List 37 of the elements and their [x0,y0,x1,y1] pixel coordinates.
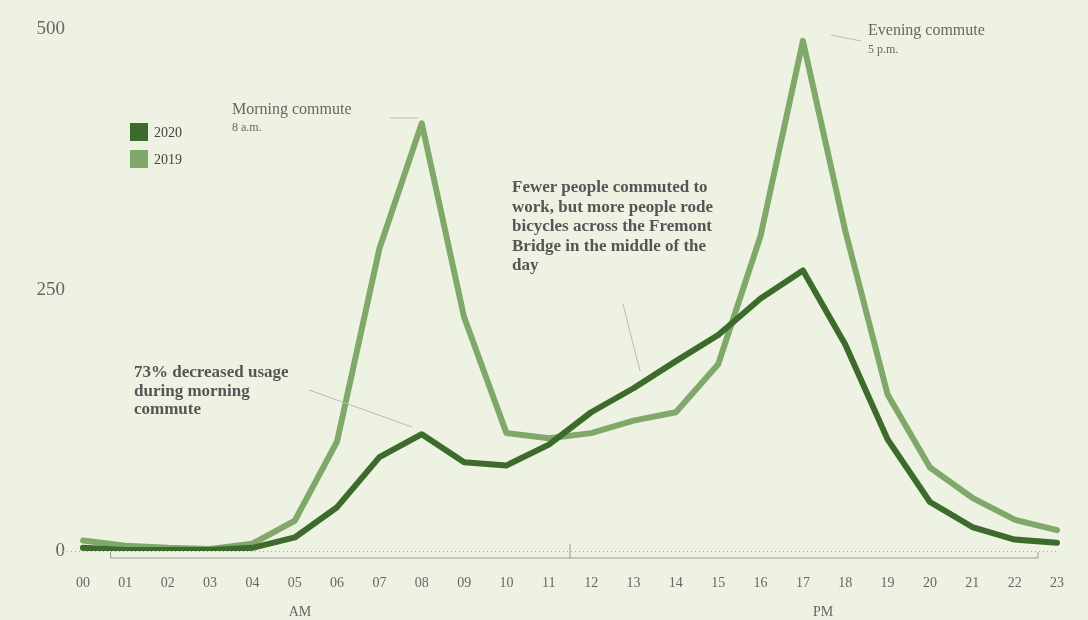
x-tick-label: 09 [457,575,472,591]
x-tick-label: 18 [838,575,853,591]
x-tick-label: 17 [795,575,810,591]
x-tick-label: 22 [1007,575,1022,591]
annotation: Fewer people commuted to work, but more people rode bicycles across the Fremont Bridge in the middle of the day [512,177,714,275]
y-tick-label: 0 [55,538,65,560]
x-tick-label: 11 [542,575,556,591]
x-tick-label: 01 [118,575,133,591]
text: AM [288,603,312,619]
x-tick-label: 10 [499,575,514,591]
x-tick-label: 16 [753,575,768,591]
legend-label: 2019 [154,151,182,167]
x-tick-label: 08 [414,575,429,591]
annotation: 8 a.m. [232,120,262,135]
x-tick-label: 05 [287,575,302,591]
x-tick-label: 00 [76,575,90,591]
y-tick-label: 500 [36,17,65,39]
text: PM [812,603,834,619]
x-tick-label: 02 [160,575,175,591]
x-tick-label: 19 [880,575,895,591]
legend-label: 2020 [154,124,182,140]
x-tick-label: 12 [584,575,599,591]
x-tick-label: 21 [965,575,980,591]
x-tick-label: 15 [711,575,726,591]
x-tick-label: 13 [626,575,641,591]
x-tick-label: 04 [245,575,260,591]
x-tick-label: 23 [1050,575,1064,591]
y-tick-label: 250 [36,278,65,300]
annotation: Evening commute [868,21,985,40]
annotation: 5 p.m. [868,42,899,57]
x-tick-label: 06 [330,575,345,591]
annotation: 73% decreased usage during morning commute [134,362,290,419]
x-tick-label: 14 [668,575,683,591]
annotation: Morning commute [232,100,352,119]
x-tick-label: 20 [922,575,937,591]
x-tick-label: 07 [372,575,387,591]
x-tick-label: 03 [203,575,218,591]
